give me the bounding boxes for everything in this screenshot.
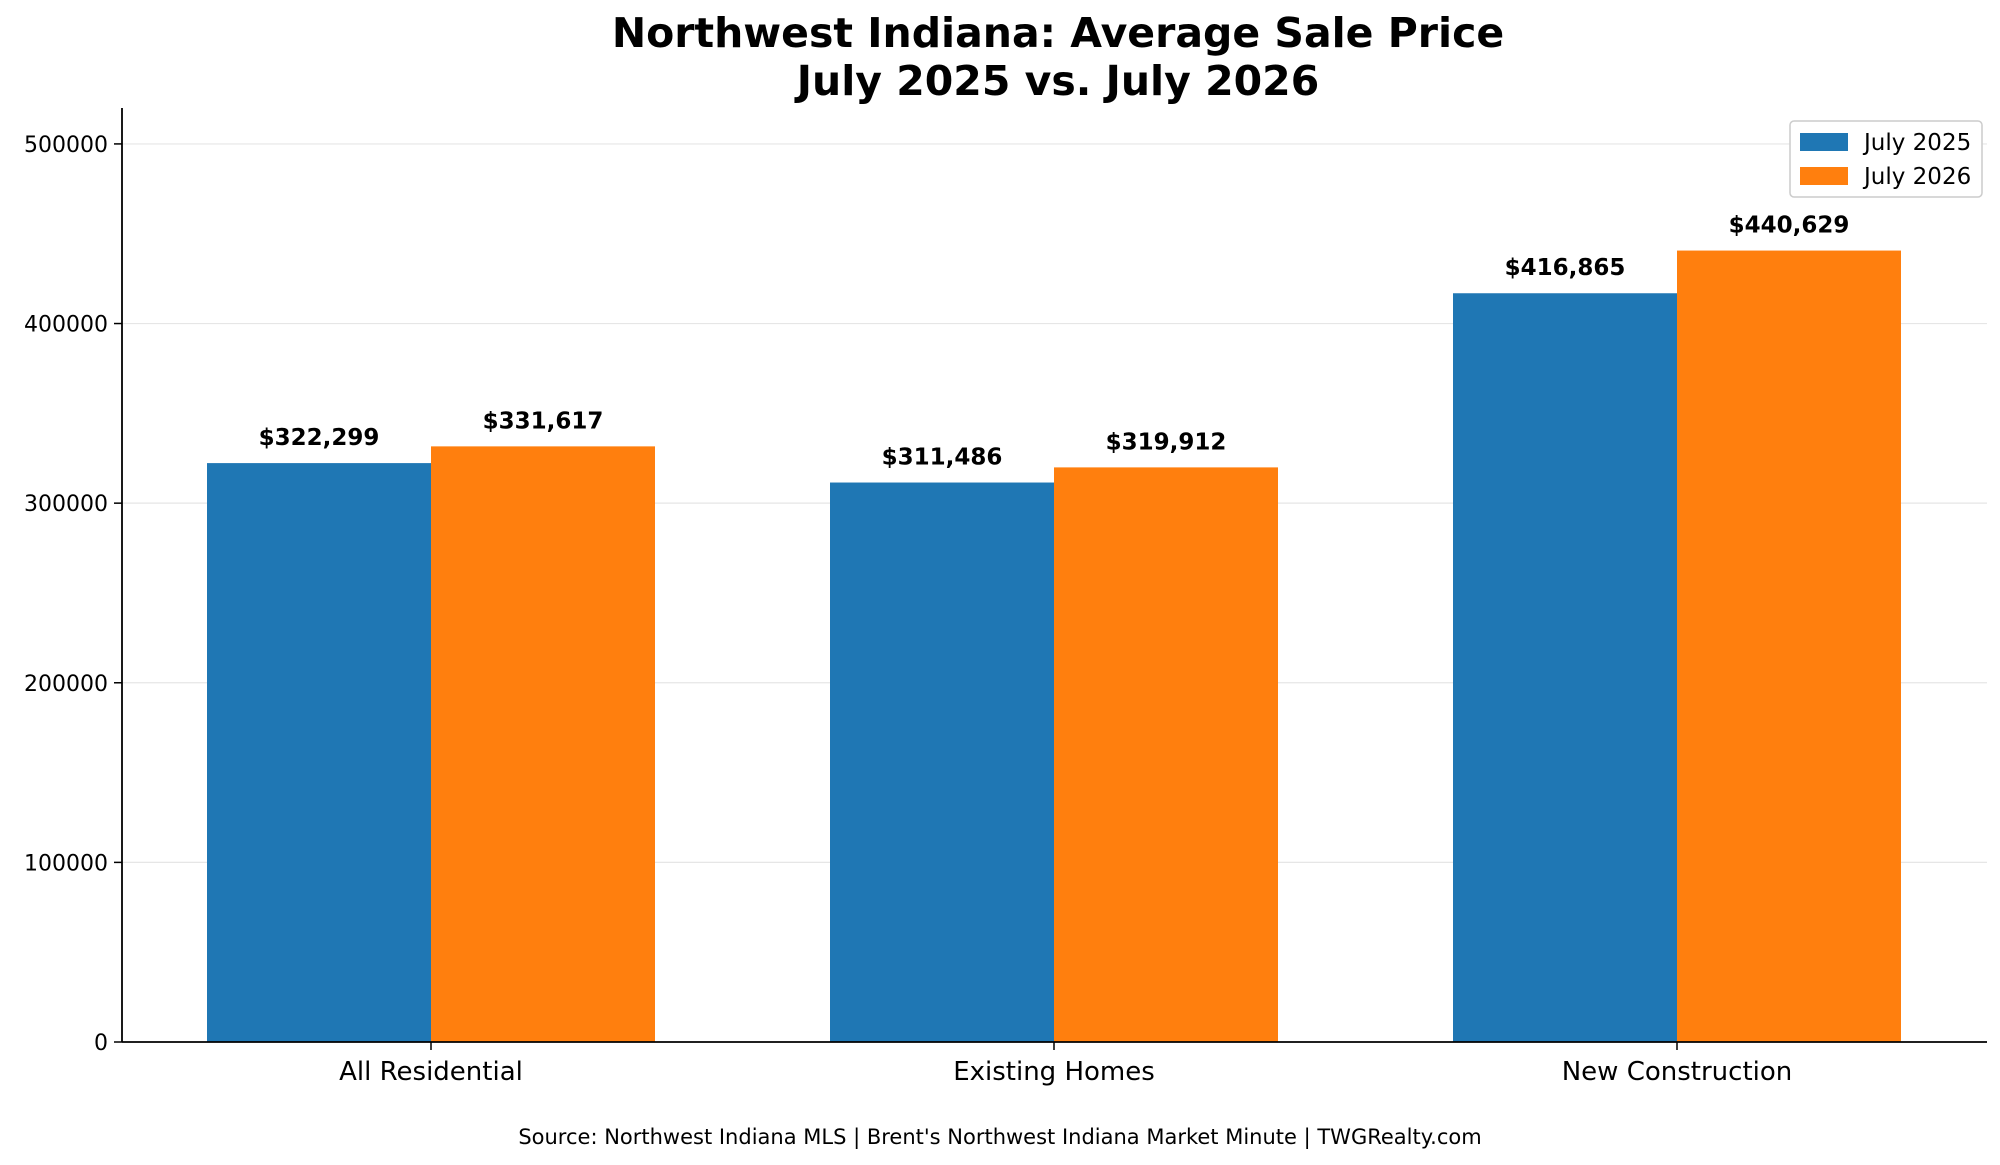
legend-swatch-july-2025 bbox=[1800, 133, 1848, 151]
bar-july-2025 bbox=[207, 463, 431, 1042]
bar-value-label: $311,486 bbox=[882, 445, 1003, 471]
y-tick-label: 0 bbox=[94, 1031, 108, 1056]
chart-title: Northwest Indiana: Average Sale Price bbox=[612, 9, 1504, 57]
bar-july-2026 bbox=[1054, 467, 1278, 1043]
x-tick-label: Existing Homes bbox=[953, 1057, 1155, 1087]
y-tick-label: 400000 bbox=[24, 313, 108, 338]
bar-value-label: $331,617 bbox=[483, 408, 604, 434]
legend-label: July 2025 bbox=[1862, 130, 1971, 156]
bar-value-label: $440,629 bbox=[1729, 213, 1850, 239]
axes: 0 100000 200000 300000 400000 500000 All Resid… bbox=[24, 108, 1987, 1087]
chart-subtitle: July 2025 vs. July 2026 bbox=[794, 57, 1319, 105]
x-tick-label: New Construction bbox=[1562, 1057, 1793, 1087]
bar-value-label: $322,299 bbox=[259, 425, 380, 451]
bar-july-2025 bbox=[1453, 293, 1677, 1042]
bar-july-2026 bbox=[1677, 250, 1901, 1043]
bar-july-2026 bbox=[431, 446, 655, 1042]
y-tick-label: 500000 bbox=[24, 133, 108, 158]
y-tick-label: 100000 bbox=[24, 851, 108, 876]
y-tick-label: 300000 bbox=[24, 492, 108, 517]
bar-value-label: $319,912 bbox=[1106, 429, 1227, 455]
y-tick-label: 200000 bbox=[24, 672, 108, 697]
x-tick-label: All Residential bbox=[339, 1057, 523, 1087]
source-note: Source: Northwest Indiana MLS | Brent's … bbox=[518, 1125, 1481, 1150]
legend: July 2025 July 2026 bbox=[1789, 120, 1983, 198]
legend-label: July 2026 bbox=[1862, 164, 1971, 190]
bar-value-labels: $322,299 $331,617 $311,486 $319,912 $416,865… bbox=[259, 213, 1850, 471]
bar-value-label: $416,865 bbox=[1505, 255, 1626, 281]
bar-july-2025 bbox=[830, 482, 1054, 1043]
bars bbox=[207, 250, 1901, 1043]
legend-swatch-july-2026 bbox=[1800, 167, 1848, 185]
